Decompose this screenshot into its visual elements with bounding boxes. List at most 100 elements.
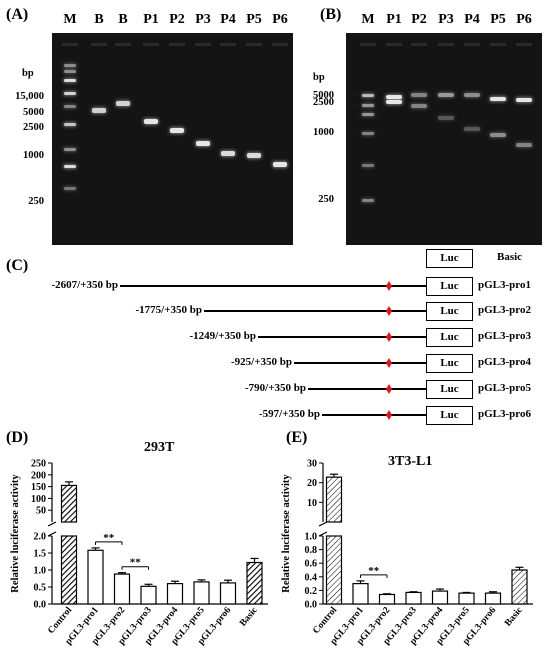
- snp-marker: [386, 358, 392, 368]
- y-tick-label: 50: [36, 506, 46, 517]
- construct-range-label: -925/+350 bp: [231, 356, 292, 368]
- gel-b-lane-label: P4: [464, 12, 480, 27]
- sample-band: [411, 93, 427, 97]
- gel-b-lane-label: P2: [411, 12, 427, 27]
- luc-box: Luc: [426, 406, 473, 425]
- ladder-band: [64, 69, 76, 73]
- gel-a-lane-label: P2: [169, 12, 185, 27]
- y-tick-label: 0.0: [305, 600, 318, 611]
- construct-range-label: -1249/+350 bp: [189, 330, 256, 342]
- ladder-band: [362, 112, 374, 116]
- construct-range-label: -597/+350 bp: [259, 408, 320, 420]
- ladder-band: [64, 63, 76, 67]
- basic-luc-box: Luc: [426, 249, 473, 268]
- construct-range-label: -2607/+350 bp: [51, 279, 118, 291]
- gel-a-lane-label: B: [118, 12, 128, 27]
- promoter-line: [258, 336, 426, 338]
- gel-well: [246, 43, 262, 46]
- chart-e: Relative luciferase activity 0.0 0.2 0.4 0.6…: [281, 459, 533, 647]
- ladder-band: [362, 163, 374, 167]
- sample-band: [386, 100, 402, 104]
- gel-a-lane-label: M: [63, 12, 77, 27]
- gel-a-lane-label: P5: [246, 12, 262, 27]
- gel-b-lane-label: P3: [438, 12, 454, 27]
- sample-band: [92, 107, 106, 113]
- sample-band: [386, 95, 402, 99]
- gel-a-lane-label: B: [94, 12, 104, 27]
- ladder-band: [362, 93, 374, 97]
- axis-break: [318, 531, 328, 537]
- bar: [378, 593, 396, 605]
- snp-marker: [386, 410, 392, 420]
- ladder-band: [64, 78, 76, 82]
- gel-a-marker-label: 1000: [23, 150, 44, 161]
- gel-b-marker-label: 1000: [313, 127, 334, 138]
- gel-b-bp-title: bp: [313, 72, 325, 83]
- construct-name: pGL3-pro5: [478, 382, 531, 394]
- sample-band: [116, 100, 130, 106]
- bar: [511, 569, 528, 605]
- ladder-band: [64, 186, 76, 190]
- gel-b-marker-label: 2500: [313, 97, 334, 108]
- y-tick-label: 150: [31, 482, 46, 493]
- bar: [405, 591, 422, 605]
- sample-band: [490, 133, 506, 137]
- bar: [352, 583, 369, 605]
- bar: [60, 535, 78, 605]
- y-tick-label: 0.5: [34, 583, 47, 594]
- sample-band: [221, 150, 235, 156]
- y-axis-label: Relative luciferase activity: [10, 474, 21, 593]
- panel-e-label: (E): [286, 429, 308, 446]
- bar: [113, 573, 131, 605]
- gel-a: [52, 33, 293, 245]
- gel-a-marker-label: 2500: [23, 122, 44, 133]
- gel-a-bp-title: bp: [22, 68, 34, 79]
- y-tick-label: 20: [307, 478, 317, 489]
- bar: [484, 592, 502, 605]
- gel-b-lane-label: M: [361, 12, 375, 27]
- construct-name: pGL3-pro1: [478, 279, 531, 291]
- bar: [246, 561, 263, 605]
- x-tick-label: Basic: [238, 606, 260, 629]
- gel-b-marker-label: 250: [318, 194, 334, 205]
- sample-band: [490, 97, 506, 101]
- bar: [193, 581, 210, 605]
- panel-b-label: (B): [320, 6, 342, 23]
- y-tick-label: 0.4: [305, 572, 318, 583]
- sample-band: [170, 127, 184, 133]
- promoter-line: [294, 362, 426, 364]
- gel-well: [220, 43, 236, 46]
- bar: [87, 549, 104, 605]
- ladder-band: [362, 198, 374, 202]
- promoter-line: [204, 310, 426, 312]
- gel-a-marker-label: 15,000: [15, 91, 44, 102]
- bar: [325, 535, 343, 605]
- gel-b-marker-label: 5000: [313, 90, 334, 101]
- gel-a-marker-label: 250: [28, 196, 44, 207]
- snp-marker: [386, 306, 392, 316]
- gel-well: [169, 43, 185, 46]
- snp-marker: [386, 332, 392, 342]
- gel-well: [62, 43, 78, 46]
- sample-band: [411, 104, 427, 108]
- construct-name: pGL3-pro2: [478, 304, 531, 316]
- luc-box: Luc: [426, 354, 473, 373]
- gel-well: [360, 43, 376, 46]
- ladder-band: [64, 91, 76, 95]
- chart-d-title: 293T: [144, 440, 175, 455]
- snp-marker: [386, 281, 392, 291]
- ladder-band: [64, 147, 76, 151]
- axis-break: [47, 531, 57, 537]
- gel-well: [272, 43, 288, 46]
- snp-marker: [386, 384, 392, 394]
- axis-break: [47, 521, 57, 527]
- gel-well: [195, 43, 211, 46]
- gel-well: [464, 43, 480, 46]
- construct-name: pGL3-pro4: [478, 356, 531, 368]
- y-tick-label: 10: [307, 498, 317, 509]
- luc-box: Luc: [426, 380, 473, 399]
- luc-box: Luc: [426, 277, 473, 296]
- bar-upper: [325, 476, 343, 523]
- panel-d-label: (D): [6, 429, 29, 446]
- axis-break: [318, 521, 328, 527]
